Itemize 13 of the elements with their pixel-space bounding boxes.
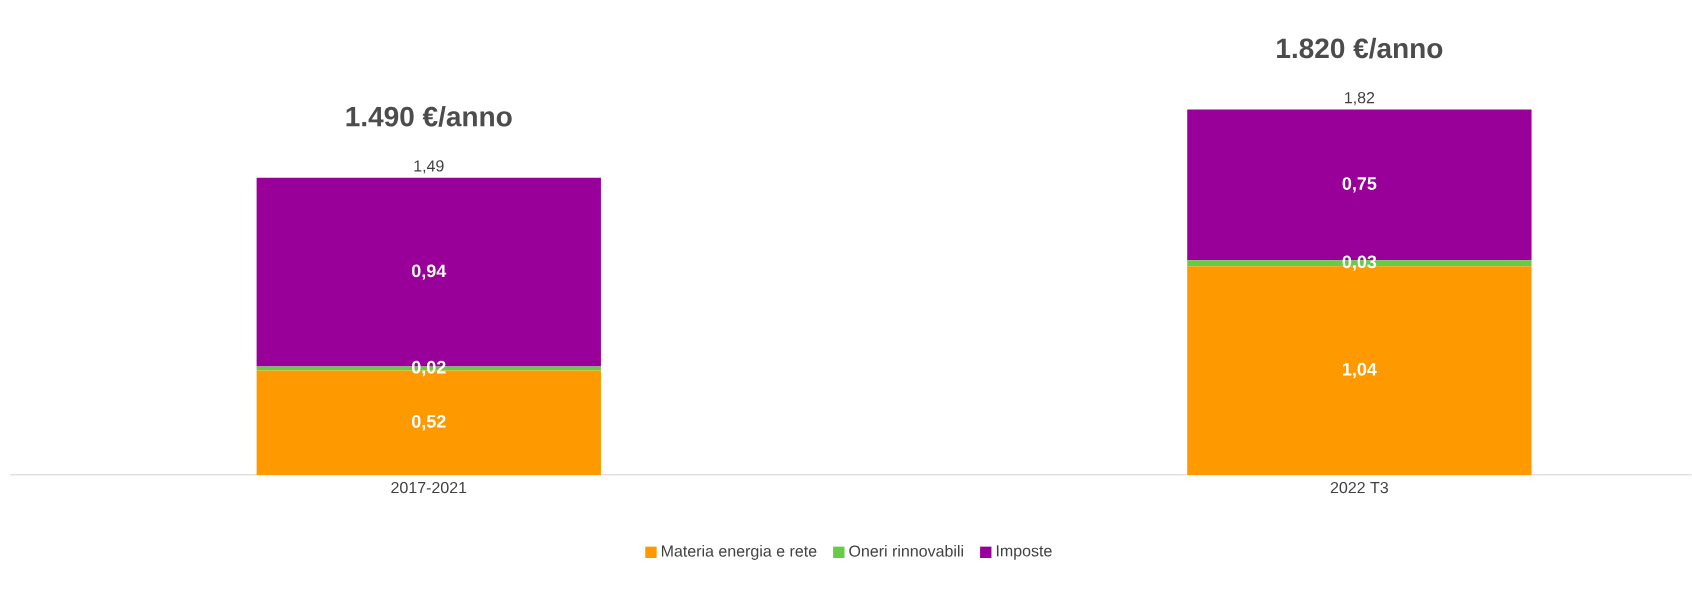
legend-label: Imposte [996,545,1052,560]
x-tick-label: 2022 T3 [1330,482,1388,494]
legend-label: Oneri rinnovabili [849,545,963,557]
data-label: 1,04 [1343,362,1377,379]
legend-label: Materia energia e rete [661,545,817,560]
data-label: 0,75 [1342,177,1377,193]
total-label: 1,49 [414,160,444,174]
x-tick-label: 2017-2021 [391,482,467,494]
text: 1.820 €/anno [1277,37,1443,59]
data-label: 0,52 [411,415,446,431]
data-label: 0,94 [411,264,447,280]
total-label: 1,82 [1345,92,1375,106]
annotation: 1.490 €/anno [346,105,512,127]
